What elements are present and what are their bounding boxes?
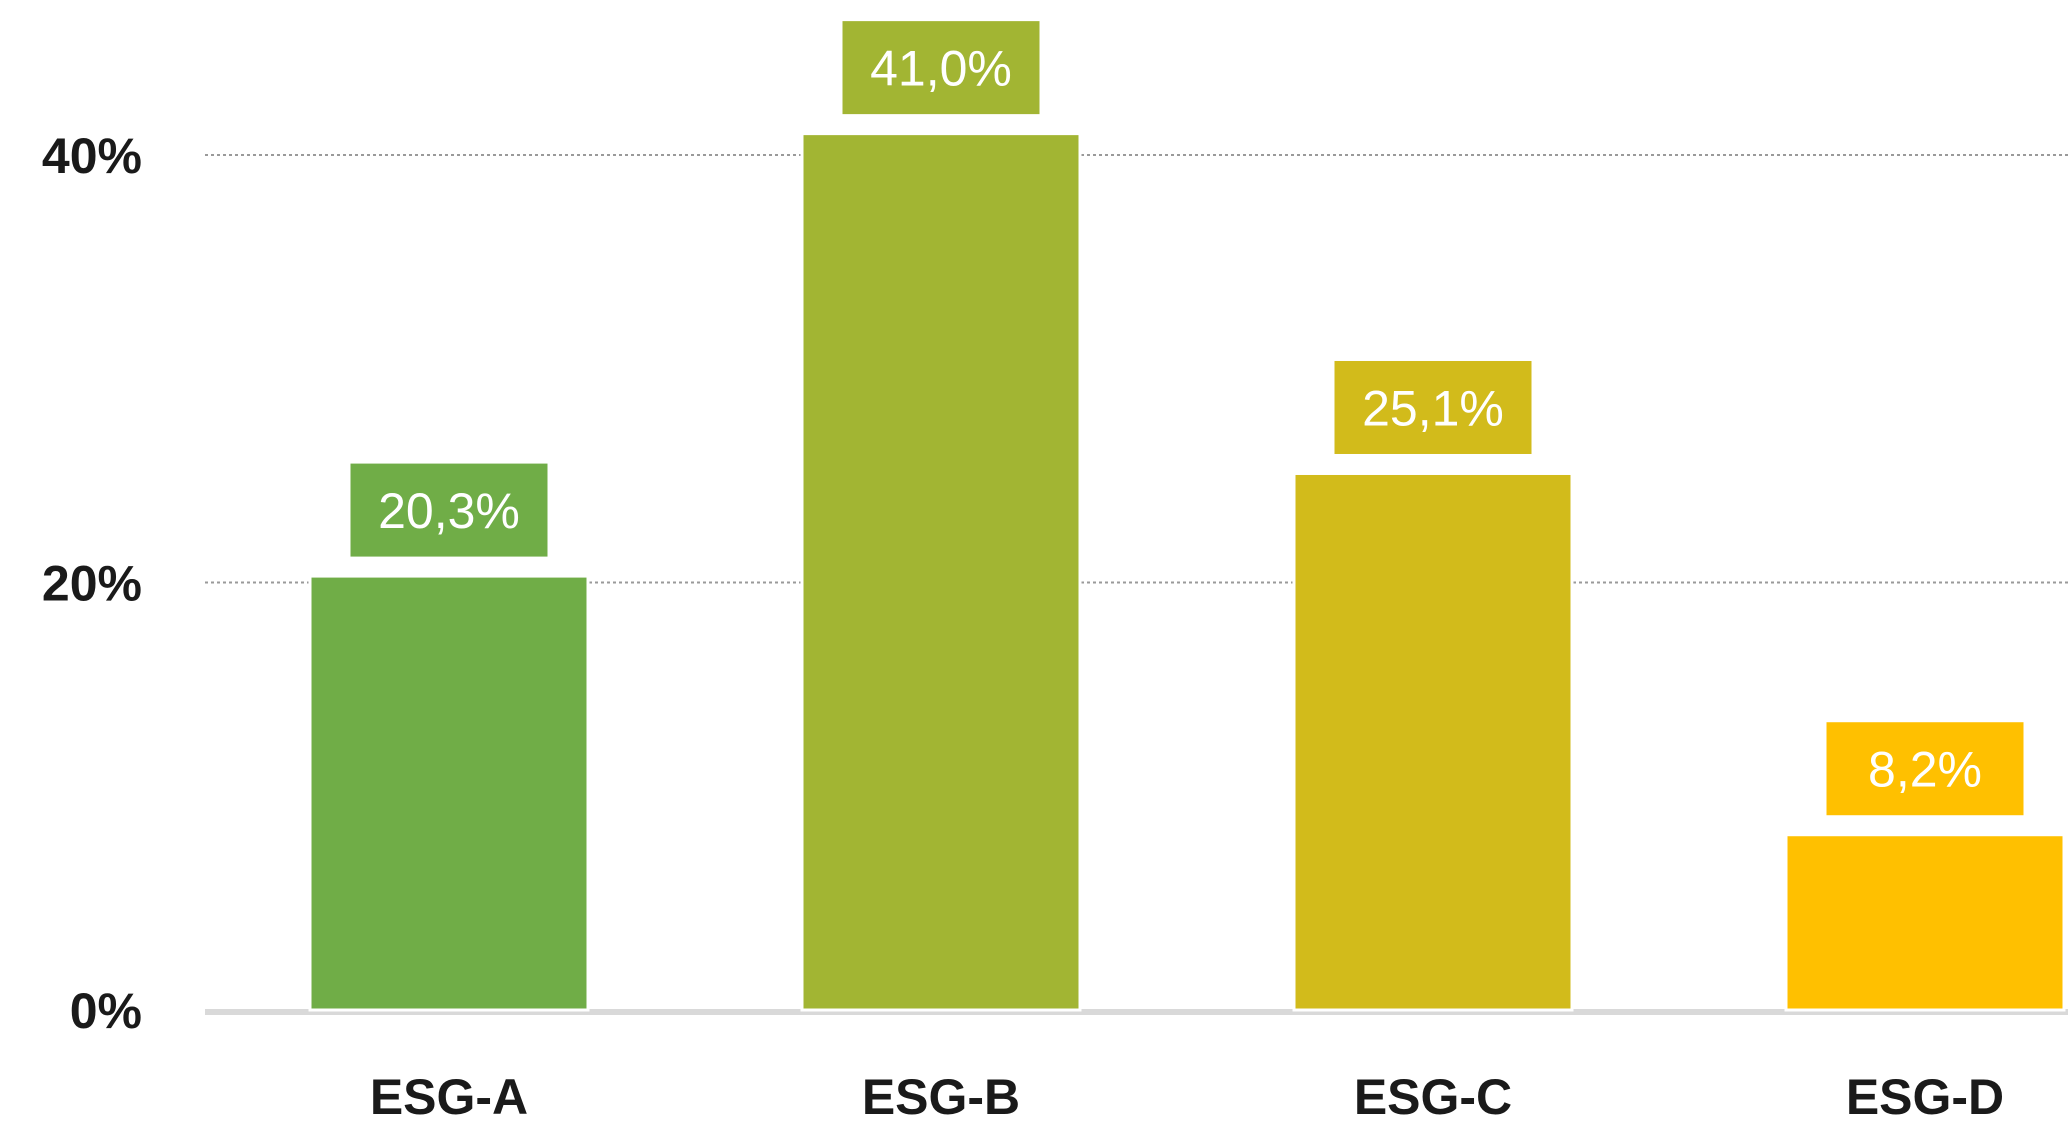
category-label-esg-c: ESG-C [1354,1069,1512,1121]
data-label-esg-a: 20,3% [378,483,520,539]
bar-esg-d [1784,833,2066,1012]
category-label-esg-d: ESG-D [1846,1069,2004,1121]
y-tick-label-20: 20% [42,556,142,612]
data-label-esg-c: 25,1% [1362,380,1504,436]
gridlines [205,154,2068,1015]
data-label-box-esg-d [1823,719,2027,819]
bar-esg-a [308,574,590,1012]
category-label-esg-a: ESG-A [370,1069,528,1121]
data-label-box-esg-a [347,460,551,560]
data-labels: 20,3% 41,0% 25,1% 8,2% [347,18,2027,819]
bar-esg-c [1292,471,1574,1012]
x-axis-categories: ESG-A ESG-B ESG-C ESG-D [370,1069,2004,1121]
bars [308,132,2066,1012]
bar-esg-b [800,132,1082,1012]
category-label-esg-b: ESG-B [862,1069,1020,1121]
y-tick-label-0: 0% [70,983,142,1039]
y-axis-ticks: 0% 20% 40% [42,128,142,1039]
data-label-esg-b: 41,0% [870,41,1012,97]
y-tick-label-40: 40% [42,128,142,184]
data-label-box-esg-c [1331,357,1535,457]
data-label-esg-d: 8,2% [1868,742,1982,798]
data-label-box-esg-b [839,18,1043,118]
